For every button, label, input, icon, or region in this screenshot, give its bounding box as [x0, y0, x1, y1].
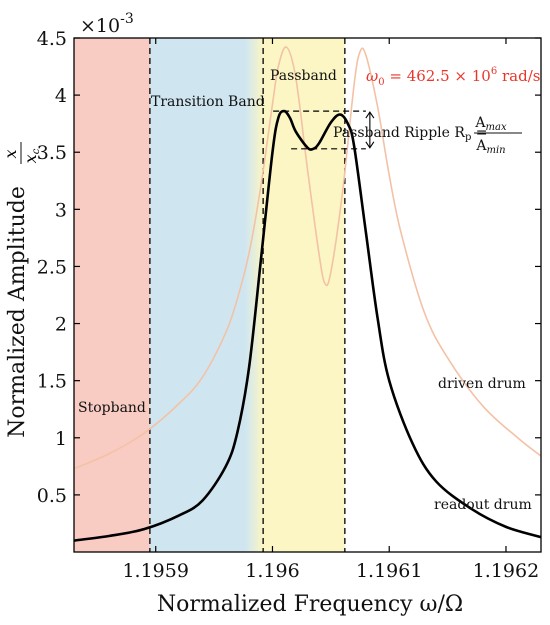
ripple-label: Passband Ripple Rp =: [333, 125, 488, 143]
band-blend: [245, 38, 264, 552]
ripple-numerator: Amax: [474, 115, 507, 133]
series-readout-drum: [73, 109, 542, 542]
y-exponent: ×10-3: [80, 11, 134, 37]
transition-band-label: Transition Band: [151, 94, 265, 110]
y-tick-label-3: 2: [55, 314, 67, 336]
y-tick-label-4: 2.5: [37, 256, 67, 278]
series-lines: [73, 46, 542, 542]
y-axis-title: Normalized Amplitude x xc: [1, 142, 42, 438]
plot-frame: [73, 37, 542, 553]
ripple-annotation: Passband Ripple Rp = Amax Amin: [333, 115, 522, 156]
y-tick-label-5: 3: [55, 199, 67, 221]
x-tick-label-3: 1.1962: [473, 560, 539, 582]
ripple-marker: [273, 110, 375, 150]
y-tick-label-0: 0.5: [37, 485, 67, 507]
ripple-arrow-up: [365, 111, 375, 119]
omega0-annotation: ω0 = 462.5 × 106 rad/s: [366, 66, 540, 88]
frequency-bands: [74, 38, 345, 552]
band-boundary-lines: [149, 38, 346, 552]
passband-label: Passband: [270, 68, 337, 84]
x-tick-label-1: 1.196: [245, 560, 299, 582]
y-tick-label-7: 4: [55, 85, 67, 107]
axis-ticks: 1.1959 1.196 1.1961 1.1962 0.5 1 1.5 2 2.5 3 3.5 4 4…: [37, 28, 541, 582]
x-axis-title: Normalized Frequency ω/Ω: [157, 592, 463, 617]
band-stopband: [74, 38, 150, 552]
y-tick-label-1: 1: [55, 428, 67, 450]
ripple-denominator: Amin: [475, 138, 505, 156]
y-axis-fraction-den: xc: [21, 148, 42, 163]
stopband-label: Stopband: [78, 400, 146, 416]
y-axis-title-text: Normalized Amplitude: [5, 186, 30, 438]
y-axis-fraction-num: x: [1, 149, 20, 158]
series-driven-drum: [73, 46, 542, 470]
x-tick-label-0: 1.1959: [122, 560, 188, 582]
y-tick-label-8: 4.5: [37, 28, 67, 50]
y-tick-label-6: 3.5: [37, 142, 67, 164]
x-tick-label-2: 1.1961: [356, 560, 422, 582]
ripple-arrow-down: [365, 141, 375, 149]
band-transition-band: [149, 38, 264, 552]
y-tick-label-2: 1.5: [37, 371, 67, 393]
band-passband: [263, 38, 345, 552]
readout-drum-label: readout drum: [434, 497, 532, 513]
driven-drum-label: driven drum: [438, 376, 526, 392]
